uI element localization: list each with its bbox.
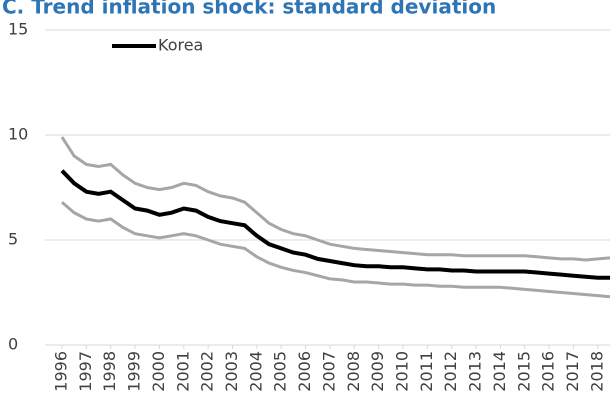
x-tick-label: 2017 xyxy=(563,351,582,392)
x-tick-label: 2002 xyxy=(198,351,217,392)
y-tick-label: 10 xyxy=(8,125,28,144)
x-tick-label: 2013 xyxy=(466,351,485,392)
x-tick-label: 2005 xyxy=(271,351,290,392)
y-tick-label: 0 xyxy=(8,335,18,354)
x-tick-label: 2006 xyxy=(295,351,314,392)
x-tick-label: 2008 xyxy=(344,351,363,392)
x-tick-label: 2012 xyxy=(441,351,460,392)
x-tick-label: 2000 xyxy=(149,351,168,392)
data-line xyxy=(60,136,611,262)
x-tick-label: 1998 xyxy=(100,351,119,392)
x-tick-label: 2010 xyxy=(392,351,411,392)
x-tick-label: 2003 xyxy=(222,351,241,392)
x-tick-label: 2004 xyxy=(246,351,265,392)
legend-label: Korea xyxy=(158,36,203,55)
data-line xyxy=(61,201,611,299)
x-tick-label: 2014 xyxy=(490,351,509,392)
x-tick-label: 2001 xyxy=(173,351,192,392)
x-tick-label: 2011 xyxy=(417,351,436,392)
x-tick-label: 2015 xyxy=(514,351,533,392)
y-tick-label: 5 xyxy=(8,230,18,249)
x-tick-label: 2018 xyxy=(587,351,606,392)
x-tick-label: 2016 xyxy=(539,351,558,392)
x-tick-label: 1997 xyxy=(76,351,95,392)
chart-title: C. Trend inflation shock: standard devia… xyxy=(2,0,496,19)
x-tick-label: 1996 xyxy=(52,351,71,392)
y-tick-label: 15 xyxy=(8,20,28,39)
x-tick-label: 1999 xyxy=(125,351,144,392)
data-line xyxy=(60,169,610,280)
x-tick-label: 2007 xyxy=(319,351,338,392)
x-tick-label: 2009 xyxy=(368,351,387,392)
